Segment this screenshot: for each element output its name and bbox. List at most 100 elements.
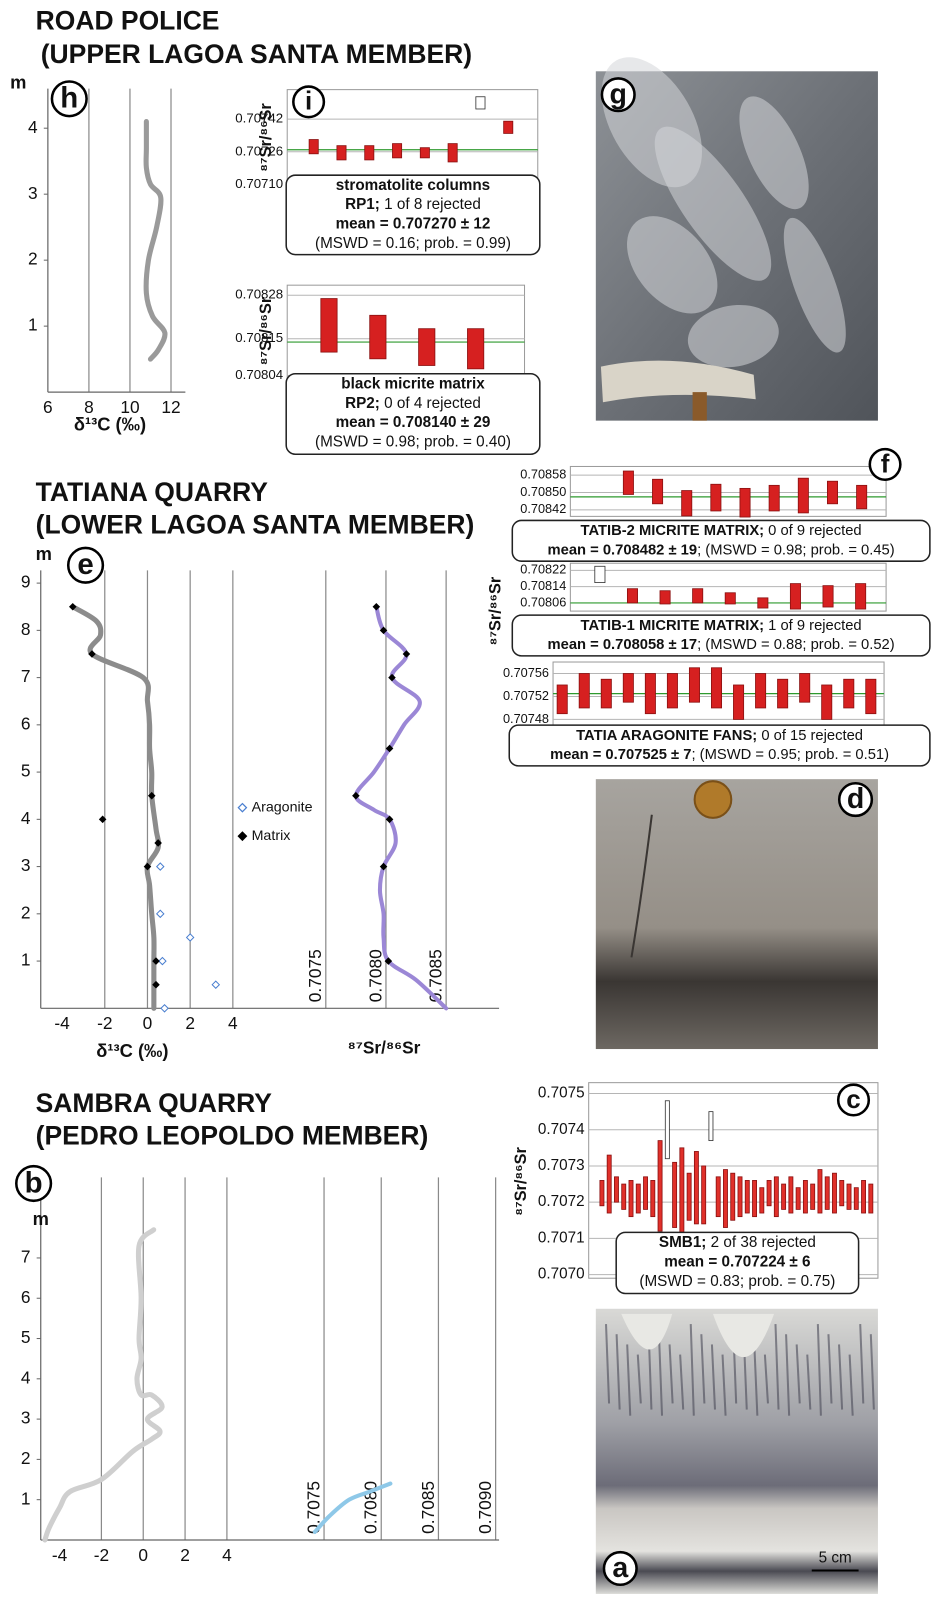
range-bar bbox=[710, 483, 722, 512]
panel-badge bbox=[292, 85, 326, 119]
panel-label: i bbox=[305, 86, 312, 116]
y-axis-label: m bbox=[33, 1208, 49, 1229]
range-bar bbox=[855, 583, 867, 610]
profile-line bbox=[70, 604, 162, 1011]
box-text-part: ; (MSWD = 0.88; prob. = 0.52) bbox=[697, 637, 895, 653]
range-bar bbox=[659, 590, 671, 605]
photo-texture bbox=[806, 1354, 812, 1410]
x2-axis-label: ⁸⁷Sr/⁸⁶Sr bbox=[348, 1038, 421, 1058]
y-tick-label: 0.70815 bbox=[235, 330, 283, 345]
range-bar bbox=[861, 1180, 866, 1214]
data-point bbox=[158, 956, 167, 966]
x-tick-label: -2 bbox=[97, 1013, 112, 1033]
range-bar bbox=[777, 678, 789, 709]
section-title: (PEDRO LEOPOLDO MEMBER) bbox=[36, 1121, 429, 1151]
x2-tick-label: 0.7085 bbox=[418, 1481, 438, 1534]
data-point bbox=[88, 650, 96, 658]
y-tick-label: 7 bbox=[21, 1247, 31, 1267]
y-tick-label: 3 bbox=[28, 183, 38, 203]
box-text: TATIB-2 MICRITE MATRIX; 0 of 9 rejected bbox=[581, 523, 862, 539]
box-text: mean = 0.707525 ± 7; (MSWD = 0.95; prob.… bbox=[550, 747, 889, 763]
y-tick-label: 2 bbox=[21, 1448, 31, 1468]
photo-texture bbox=[710, 1344, 717, 1410]
box-text: mean = 0.708058 ± 17; (MSWD = 0.88; prob… bbox=[548, 637, 895, 653]
legend-label: Aragonite bbox=[252, 799, 313, 815]
y-tick-label: 8 bbox=[21, 619, 31, 639]
panel-label: g bbox=[610, 78, 627, 110]
legend-marker bbox=[237, 802, 248, 813]
range-bar bbox=[419, 147, 430, 159]
panel-badge bbox=[836, 1083, 871, 1117]
photo-texture bbox=[838, 1344, 844, 1410]
range-bar bbox=[622, 673, 634, 703]
x-tick-label: 12 bbox=[161, 397, 180, 417]
y-tick-label: 7 bbox=[21, 666, 31, 686]
range-bar bbox=[688, 667, 700, 703]
range-bar bbox=[599, 1180, 605, 1207]
range-bar bbox=[865, 678, 877, 715]
range-bar bbox=[320, 298, 338, 353]
photo-texture bbox=[774, 1324, 780, 1410]
box-text-part: (MSWD = 0.98; prob. = 0.40) bbox=[315, 434, 511, 451]
x-tick-label: -4 bbox=[54, 1013, 70, 1033]
y-tick-label: 4 bbox=[28, 117, 38, 137]
range-bar bbox=[843, 678, 855, 709]
photo-texture bbox=[626, 1344, 632, 1416]
panel-label: a bbox=[612, 1552, 629, 1584]
range-bar bbox=[475, 96, 486, 110]
section-title: SAMBRA QUARRY bbox=[36, 1088, 273, 1118]
x2-tick-label: 0.7090 bbox=[475, 1481, 495, 1534]
photo-texture bbox=[693, 780, 733, 819]
box-text-part: TATIB-2 MICRITE MATRIX; bbox=[581, 523, 765, 539]
y-axis-label: ⁸⁷Sr/⁸⁶Sr bbox=[512, 1147, 530, 1216]
range-bar bbox=[832, 1172, 837, 1214]
y-tick-label: 0.70842 bbox=[520, 501, 566, 516]
y-tick-label: 3 bbox=[21, 1408, 31, 1428]
profile-line bbox=[42, 1227, 165, 1543]
range-bar bbox=[693, 1151, 699, 1225]
box-text: TATIA ARAGONITE FANS; 0 of 15 rejected bbox=[576, 728, 863, 744]
photo-texture bbox=[654, 126, 772, 281]
panel-label: h bbox=[60, 82, 78, 115]
y-tick-label: 0.70850 bbox=[520, 484, 566, 499]
label-box bbox=[511, 519, 931, 562]
range-bar bbox=[755, 673, 767, 709]
range-bar bbox=[606, 1154, 612, 1214]
photo-texture bbox=[827, 1334, 833, 1404]
range-bar bbox=[821, 684, 833, 720]
data-point bbox=[152, 957, 160, 965]
range-bar bbox=[711, 667, 723, 709]
label-box bbox=[511, 614, 931, 657]
box-text-part: ; (MSWD = 0.98; prob. = 0.45) bbox=[697, 542, 895, 558]
photo-texture bbox=[869, 1334, 875, 1410]
y-tick-label: 4 bbox=[21, 808, 31, 828]
box-text: mean = 0.708140 ± 29 bbox=[336, 414, 491, 431]
range-bar bbox=[364, 145, 375, 161]
data-point bbox=[155, 862, 165, 871]
range-bar bbox=[686, 1172, 692, 1221]
x-tick-label: -4 bbox=[52, 1545, 68, 1565]
data-point bbox=[155, 909, 165, 919]
x-axis-label: δ¹³C (‰) bbox=[96, 1040, 168, 1061]
data-point bbox=[385, 815, 394, 824]
section-title: ROAD POLICE bbox=[36, 5, 220, 35]
y-tick-label: 0.7075 bbox=[538, 1085, 585, 1102]
box-text: (MSWD = 0.98; prob. = 0.40) bbox=[315, 434, 511, 451]
photo-texture bbox=[753, 1344, 759, 1416]
profile-line bbox=[353, 604, 449, 1011]
x-tick-label: 2 bbox=[185, 1013, 195, 1033]
photo-texture bbox=[615, 1334, 621, 1410]
y-tick-label: 6 bbox=[21, 1287, 31, 1307]
range-bar bbox=[556, 684, 568, 715]
range-bar bbox=[679, 1147, 685, 1236]
panel-badge bbox=[15, 1164, 53, 1203]
y-tick-label: 5 bbox=[21, 1327, 31, 1347]
photo-texture bbox=[687, 304, 779, 368]
panel-badge bbox=[66, 546, 105, 584]
data-point bbox=[385, 744, 394, 753]
range-bar bbox=[701, 1165, 707, 1225]
range-bar bbox=[810, 1183, 816, 1210]
box-text-part: 1 of 8 rejected bbox=[380, 196, 481, 213]
range-bar bbox=[737, 1176, 743, 1218]
